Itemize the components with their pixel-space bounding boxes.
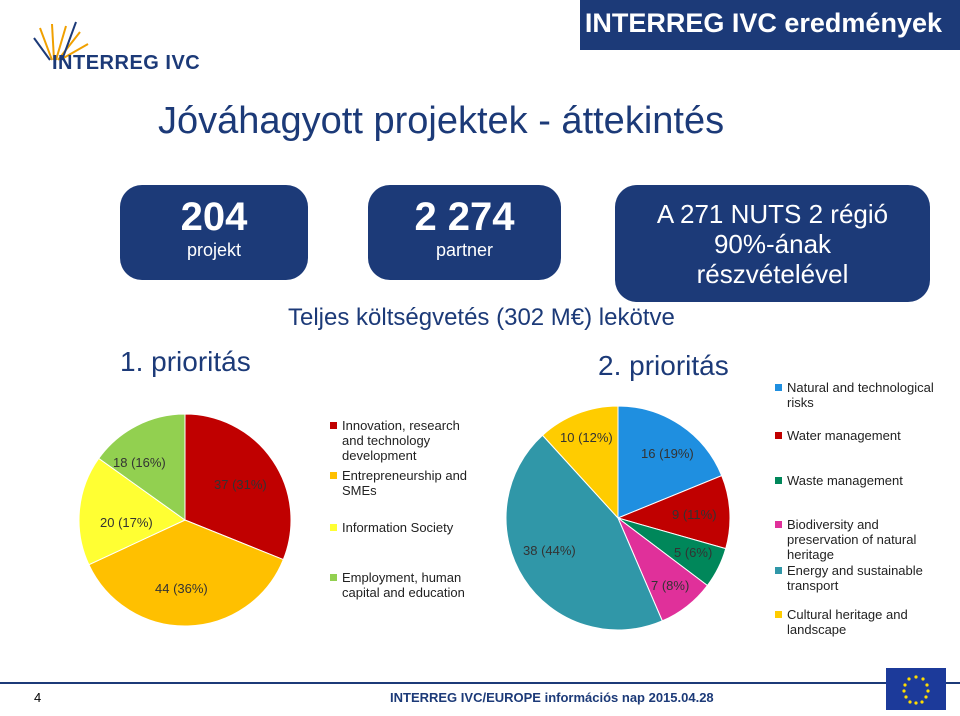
legend-swatch [330,422,337,429]
logo-text: INTERREG IVC [52,52,201,74]
chart1-title: 1. prioritás [120,346,251,377]
regions-stat: A 271 NUTS 2 régió 90%-ának részvételéve… [615,185,930,302]
legend-swatch [775,477,782,484]
legend-label: Water management [787,428,901,443]
projects-number: 204 [180,195,248,239]
legend-item: Employment, human capital and education [330,570,480,600]
slice-label: 18 (16%) [113,455,166,470]
slice-label: 5 (6%) [674,545,712,560]
legend-swatch [330,574,337,581]
page-title: Jóváhagyott projektek - áttekintés [158,100,725,142]
slice-label: 16 (19%) [641,446,694,461]
chart2-title: 2. prioritás [598,350,729,381]
slice-label: 10 (12%) [560,430,613,445]
pie-slice [505,434,663,631]
pie-slice [617,405,723,519]
legend-item: Water management [775,428,945,473]
regions-line1: A 271 NUTS 2 régió [656,199,889,229]
legend-item: Biodiversity and preservation of natural… [775,517,945,563]
pie-slice [98,413,186,521]
pie-slice [616,474,731,550]
legend-label: Entrepreneurship and SMEs [342,468,468,498]
projects-stat: 204 projekt [120,185,308,280]
slice-label: 20 (17%) [100,515,153,530]
pie-slice [78,457,186,566]
partners-number: 2 274 [414,195,515,239]
header-band [580,0,960,50]
partners-stat: 2 274 partner [368,185,561,280]
regions-line3: részvételével [696,259,849,289]
budget-text: Teljes költségvetés (302 M€) lekötve [288,304,675,331]
legend-item: Waste management [775,473,945,517]
legend-label: Biodiversity and preservation of natural… [787,517,917,562]
legend-item: Natural and technological risks [775,380,945,428]
legend-swatch [775,432,782,439]
projects-label: projekt [186,240,242,260]
pie-slice [541,405,619,520]
header-title: INTERREG IVC eredmények [584,8,942,38]
slice-label: 44 (36%) [155,581,208,596]
legend-item: Innovation, research and technology deve… [330,418,480,468]
slice-label: 37 (31%) [214,477,267,492]
legend-swatch [775,384,782,391]
legend-swatch [775,611,782,618]
legend-swatch [775,521,782,528]
legend-label: Employment, human capital and education [342,570,465,600]
slice-label: 38 (44%) [523,543,576,558]
legend-label: Energy and sustainable transport [787,563,923,593]
legend-label: Cultural heritage and landscape [787,607,908,637]
legend-label: Natural and technological risks [787,380,934,410]
page-number: 4 [34,690,42,705]
footer-text: INTERREG IVC/EUROPE információs nap 2015… [390,690,714,705]
slice-label: 9 (11%) [672,507,717,522]
eu-flag-icon [886,668,946,710]
legend-label: Innovation, research and technology deve… [342,418,460,463]
legend-priority-2: Natural and technological risks Water ma… [775,380,945,637]
pie-slice [184,413,292,561]
legend-swatch [775,567,782,574]
partners-label: partner [435,240,494,260]
legend-priority-1: Innovation, research and technology deve… [330,418,480,600]
interreg-logo-icon [33,21,89,61]
legend-swatch [330,472,337,479]
regions-line2: 90%-ának [713,229,832,259]
pie-slice [88,519,284,627]
footer-divider [0,682,960,684]
legend-item: Information Society [330,520,480,570]
legend-swatch [330,524,337,531]
legend-item: Entrepreneurship and SMEs [330,468,480,520]
legend-label: Waste management [787,473,903,488]
header-bar: INTERREG IVC eredmények [0,0,960,50]
legend-item: Energy and sustainable transport [775,563,945,607]
legend-item: Cultural heritage and landscape [775,607,945,637]
legend-label: Information Society [342,520,454,535]
slice-label: 7 (8%) [651,578,689,593]
